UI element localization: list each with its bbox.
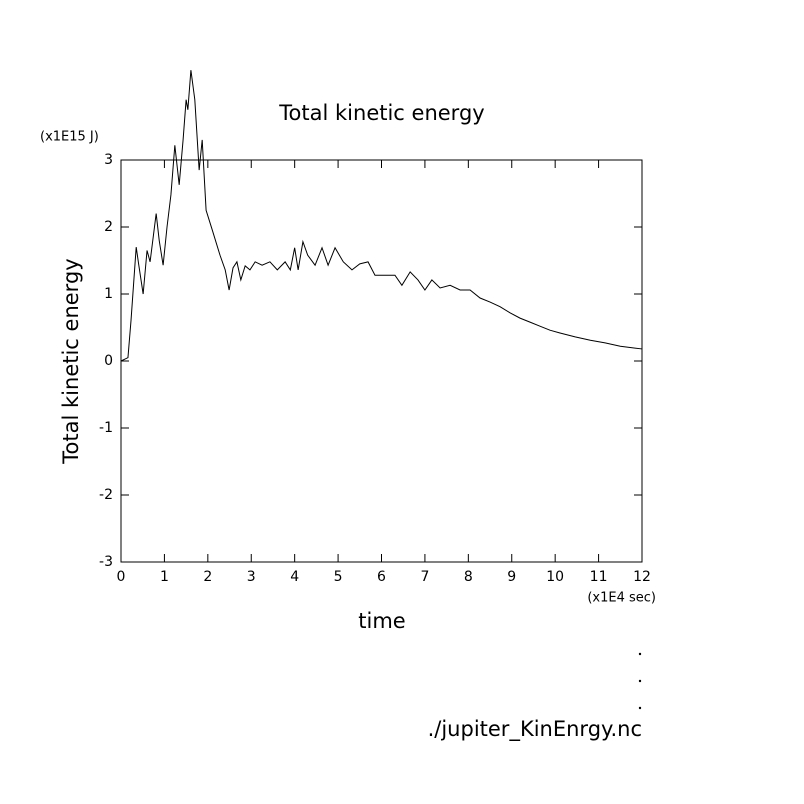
chart-title: Total kinetic energy: [278, 101, 484, 125]
x-tick-label: 12: [633, 569, 651, 585]
y-tick-label: 1: [104, 286, 113, 302]
dot: [638, 679, 642, 683]
y-tick-label: -1: [99, 420, 113, 436]
x-tick-label: 8: [464, 569, 473, 585]
x-tick-label: 3: [247, 569, 256, 585]
x-tick-label: 6: [377, 569, 386, 585]
x-tick-label: 4: [290, 569, 299, 585]
y-axis-label: Total kinetic energy: [59, 258, 83, 464]
x-tick-label: 11: [590, 569, 608, 585]
dot: [638, 652, 642, 656]
data-line: [120, 70, 643, 362]
x-tick-label: 1: [160, 569, 169, 585]
y-unit: (x1E15 J): [40, 130, 99, 145]
dot: [638, 706, 642, 710]
y-tick-label: 3: [104, 152, 113, 168]
y-tick-label: -2: [99, 487, 113, 503]
x-unit: (x1E4 sec): [587, 591, 656, 606]
y-tick-label: -3: [99, 554, 113, 570]
x-tick-label: 0: [117, 569, 126, 585]
x-tick-label: 2: [203, 569, 212, 585]
x-tick-label: 5: [334, 569, 343, 585]
y-tick-label: 2: [104, 219, 113, 235]
x-tick-label: 10: [546, 569, 564, 585]
plot-frame: [120, 159, 643, 563]
footer: ./jupiter_KinEnrgy.nc: [428, 717, 642, 742]
y-tick-label: 0: [104, 353, 113, 369]
x-tick-label: 9: [507, 569, 516, 585]
x-tick-label: 7: [420, 569, 429, 585]
x-axis-label: time: [358, 609, 405, 633]
